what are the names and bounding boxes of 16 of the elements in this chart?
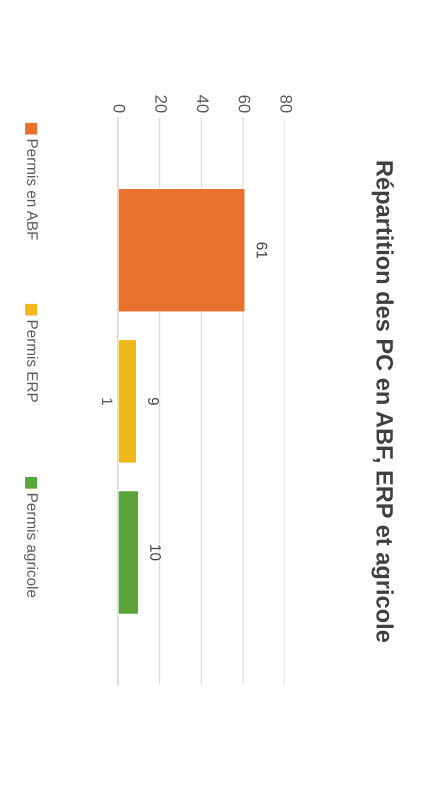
legend-label: Permis agricole: [24, 494, 38, 598]
data-label: 10: [150, 545, 161, 560]
x-tick-label: 40: [196, 95, 209, 113]
x-tick-label: 60: [238, 96, 250, 113]
legend-label: Permis en ABF: [27, 140, 38, 240]
data-label: 61: [256, 242, 268, 258]
bar: [118, 338, 138, 464]
bar: [118, 490, 140, 616]
x-tick-label: 0: [113, 104, 126, 113]
x-tick-label: 20: [155, 95, 167, 113]
data-label: 9: [148, 398, 159, 405]
bar: [118, 188, 246, 313]
text: Répartition des PC en ABF, ERP et agricole: [372, 162, 394, 642]
legend-label: Permis ERP: [27, 320, 38, 402]
x-tick-label: 80: [280, 95, 292, 113]
y-tick-label: 1: [102, 398, 113, 405]
